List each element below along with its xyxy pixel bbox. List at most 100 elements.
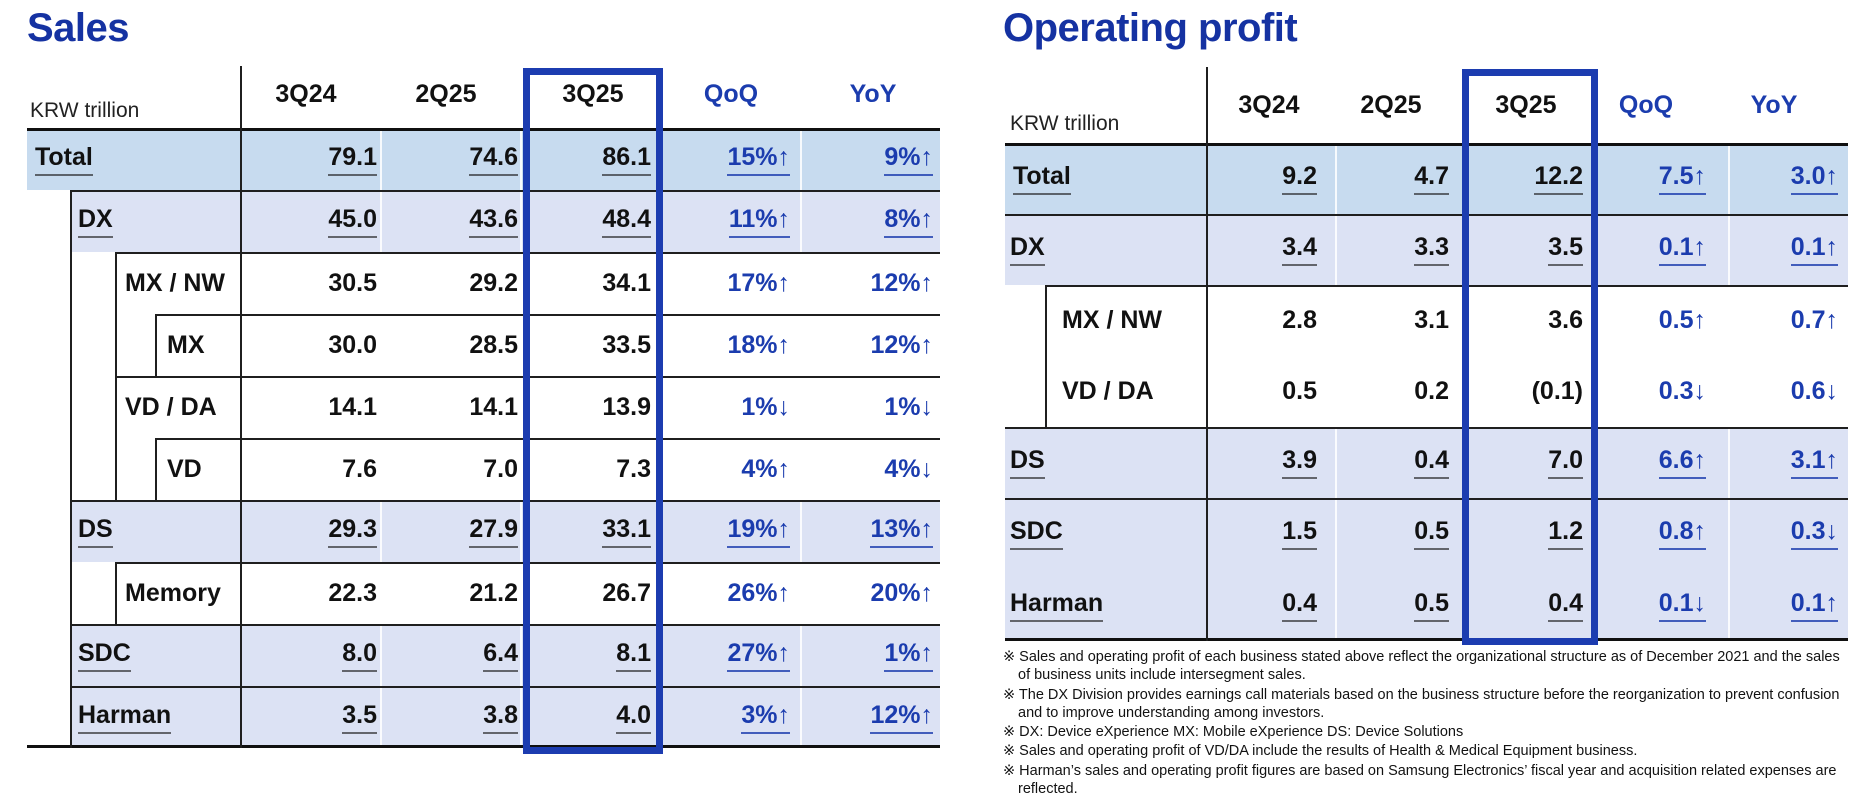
value-cell: 0.4 <box>1548 569 1583 641</box>
value-cell: 8.1 <box>616 624 651 686</box>
value-cell: 29.3 <box>328 500 377 562</box>
footnote-item: ※ DX: Device eXperience MX: Mobile eXper… <box>1003 724 1464 741</box>
table-row-ds: DS 29.3 27.9 33.1 19%↑ 13%↑ <box>27 500 940 562</box>
table-row-total: Total 9.2 4.7 12.2 7.5↑ 3.0↑ <box>1005 143 1848 214</box>
value-cell: 14.1 <box>328 392 377 421</box>
row-background <box>1005 498 1848 569</box>
grid-line <box>240 66 242 748</box>
value-cell: 6.4 <box>483 624 518 686</box>
footnote-item: ※ Sales and operating profit of VD/DA in… <box>1003 743 1638 760</box>
footnote-item: ※ Sales and operating profit of each bus… <box>1003 649 1840 684</box>
table-row-sdc: SDC 1.5 0.5 1.2 0.8↑ 0.3↓ <box>1005 498 1848 569</box>
value-cell: 3.9 <box>1282 427 1317 498</box>
grid-line <box>1005 427 1848 429</box>
value-cell: 86.1 <box>602 128 651 190</box>
qoq-cell: 0.1↑ <box>1658 214 1706 285</box>
footnote-item: ※ Harman’s sales and operating profit fi… <box>1003 762 1837 797</box>
row-label: DS <box>1010 427 1045 498</box>
yoy-cell: 0.6↓ <box>1790 377 1838 405</box>
row-background <box>70 686 940 748</box>
grid-line <box>27 128 940 131</box>
row-label: DS <box>78 500 113 562</box>
table-row-dx: DX 45.0 43.6 48.4 11%↑ 8%↑ <box>27 190 940 252</box>
value-cell: 21.2 <box>469 578 518 607</box>
row-label: DX <box>78 190 113 252</box>
grid-line <box>70 500 940 502</box>
value-cell: 0.4 <box>1414 427 1449 498</box>
grid-line <box>70 686 940 688</box>
grid-line <box>1005 214 1848 216</box>
value-cell: 29.2 <box>469 268 518 297</box>
value-cell: 45.0 <box>328 190 377 252</box>
yoy-cell: 0.1↑ <box>1790 569 1838 641</box>
value-cell: 0.5 <box>1414 498 1449 569</box>
value-cell: 0.5 <box>1282 377 1317 405</box>
value-cell: (0.1) <box>1531 377 1583 405</box>
value-cell: 30.5 <box>328 268 377 297</box>
qoq-cell: 27%↑ <box>727 624 790 686</box>
table-row-sdc: SDC 8.0 6.4 8.1 27%↑ 1%↑ <box>27 624 940 686</box>
value-cell: 3.1 <box>1414 306 1449 334</box>
sales-table: Total 79.1 74.6 86.1 15%↑ 9%↑ DX 45.0 43… <box>27 66 940 748</box>
value-cell: 0.5 <box>1414 569 1449 641</box>
yoy-cell: 8%↑ <box>884 190 933 252</box>
value-cell: 1.2 <box>1548 498 1583 569</box>
yoy-cell: 0.7↑ <box>1790 306 1838 334</box>
qoq-cell: 0.1↓ <box>1658 569 1706 641</box>
row-background <box>1005 143 1848 214</box>
value-cell: 3.8 <box>483 686 518 748</box>
row-label: VD / DA <box>1062 377 1154 405</box>
row-label: Total <box>1013 143 1071 214</box>
value-cell: 13.9 <box>602 392 651 421</box>
qoq-cell: 19%↑ <box>727 500 790 562</box>
operating-profit-title: Operating profit <box>1003 6 1298 50</box>
value-cell: 3.4 <box>1282 214 1317 285</box>
value-cell: 28.5 <box>469 330 518 359</box>
value-cell: 12.2 <box>1534 143 1583 214</box>
qoq-cell: 3%↑ <box>741 686 790 748</box>
grid-line <box>27 745 940 748</box>
qoq-cell: 0.8↑ <box>1658 498 1706 569</box>
qoq-cell: 15%↑ <box>727 128 790 190</box>
grid-line <box>115 252 117 500</box>
value-cell: 27.9 <box>469 500 518 562</box>
qoq-cell: 1%↓ <box>741 392 790 421</box>
footnote-item: ※ The DX Division provides earnings call… <box>1003 686 1840 721</box>
table-row-harman: Harman 0.4 0.5 0.4 0.1↓ 0.1↑ <box>1005 569 1848 641</box>
value-cell: 4.7 <box>1414 143 1449 214</box>
op-table-header: KRW trillion 3Q24 2Q25 3Q25 QoQ YoY <box>1005 67 1848 143</box>
grid-line <box>115 562 117 624</box>
row-background <box>70 500 940 562</box>
row-label: MX <box>167 330 205 359</box>
value-cell: 7.0 <box>1548 427 1583 498</box>
table-row-mx: MX 30.0 28.5 33.5 18%↑ 12%↑ <box>27 314 940 376</box>
value-cell: 14.1 <box>469 392 518 421</box>
row-label: SDC <box>1010 498 1063 569</box>
yoy-cell: 12%↑ <box>870 268 933 297</box>
value-cell: 9.2 <box>1282 143 1317 214</box>
table-row-ds: DS 3.9 0.4 7.0 6.6↑ 3.1↑ <box>1005 427 1848 498</box>
yoy-cell: 9%↑ <box>884 128 933 190</box>
value-cell: 0.2 <box>1414 377 1449 405</box>
sales-col-qoq: QoQ <box>703 79 759 108</box>
yoy-cell: 20%↑ <box>870 578 933 607</box>
value-cell: 3.5 <box>342 686 377 748</box>
table-row-mxnw: MX / NW 30.5 29.2 34.1 17%↑ 12%↑ <box>27 252 940 314</box>
row-label: SDC <box>78 624 131 686</box>
operating-profit-table: Total 9.2 4.7 12.2 7.5↑ 3.0↑ DX 3.4 3.3 … <box>1005 67 1848 641</box>
qoq-cell: 11%↑ <box>728 190 790 252</box>
op-col-yoy: YoY <box>1750 90 1798 119</box>
value-cell: 7.3 <box>616 454 651 483</box>
sales-unit-label: KRW trillion <box>30 99 140 122</box>
grid-line <box>155 438 940 440</box>
row-background <box>1005 214 1848 285</box>
row-label: MX / NW <box>1062 306 1162 334</box>
value-cell: 79.1 <box>328 128 377 190</box>
sales-col-yoy: YoY <box>849 79 897 108</box>
grid-line <box>1005 143 1848 146</box>
op-col-qoq: QoQ <box>1618 90 1674 119</box>
op-3q25-highlight-box <box>1462 69 1598 645</box>
value-cell: 2.8 <box>1282 306 1317 334</box>
row-label: Harman <box>1010 569 1104 641</box>
grid-line <box>70 624 940 626</box>
